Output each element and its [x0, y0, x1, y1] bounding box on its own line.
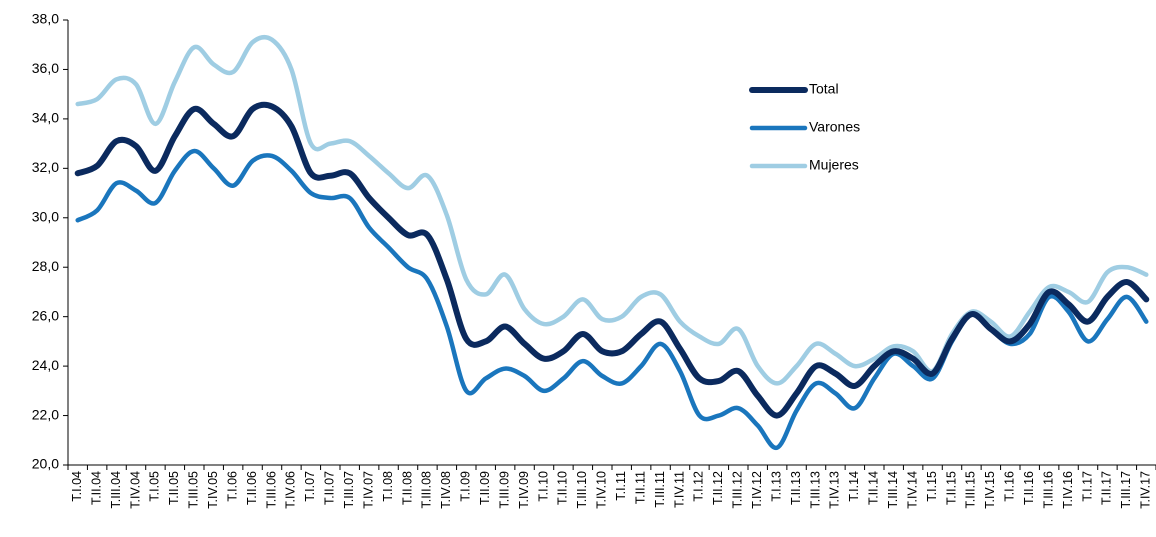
- x-tick-label: T.IV.04: [128, 471, 142, 509]
- x-tick-label: T.I.10: [536, 471, 550, 502]
- y-tick-label: 34,0: [32, 110, 59, 126]
- y-tick-label: 22,0: [32, 406, 59, 422]
- x-tick-label: T.IV.16: [1061, 471, 1075, 509]
- x-tick-label: T.I.15: [925, 471, 939, 502]
- x-tick-label: T.IV.06: [284, 471, 298, 509]
- series-line: [75, 34, 1149, 386]
- x-tick-label: T.III.17: [1119, 471, 1133, 509]
- x-tick-label: T.IV.10: [595, 471, 609, 509]
- x-tick-label: T.I.13: [769, 471, 783, 502]
- x-tick-label: T.III.10: [575, 471, 589, 509]
- y-tick-label: 26,0: [32, 307, 59, 323]
- series-line: [75, 148, 1149, 450]
- x-tick-label: T.II.04: [89, 471, 103, 505]
- x-tick-label: T.III.05: [187, 471, 201, 509]
- x-tick-label: T.IV.12: [750, 471, 764, 509]
- x-tick-label: T.I.06: [225, 471, 239, 502]
- y-tick-label: 38,0: [32, 11, 59, 27]
- legend-label: Mujeres: [809, 157, 859, 173]
- legend-label: Total: [809, 81, 839, 97]
- x-tick-label: T.I.14: [847, 471, 861, 502]
- x-tick-label: T.II.08: [400, 471, 414, 505]
- x-tick-label: T.III.07: [342, 471, 356, 509]
- x-tick-label: T.IV.17: [1139, 471, 1153, 509]
- y-tick-label: 28,0: [32, 258, 59, 274]
- series-line: [74, 101, 1150, 419]
- x-tick-label: T.I.17: [1080, 471, 1094, 502]
- x-tick-label: T.II.11: [633, 471, 647, 504]
- y-tick-label: 24,0: [32, 357, 59, 373]
- x-tick-label: T.III.09: [497, 471, 511, 509]
- x-tick-label: T.III.13: [808, 471, 822, 509]
- x-tick-label: T.II.12: [711, 471, 725, 505]
- x-tick-label: T.III.15: [964, 471, 978, 509]
- x-tick-label: T.II.05: [167, 471, 181, 505]
- x-tick-label: T.III.16: [1041, 471, 1055, 509]
- x-tick-label: T.II.06: [245, 471, 259, 505]
- x-tick-label: T.IV.14: [905, 471, 919, 509]
- y-tick-label: 20,0: [32, 456, 59, 472]
- x-tick-label: T.I.09: [459, 471, 473, 502]
- y-tick-label: 32,0: [32, 159, 59, 175]
- x-tick-label: T.III.06: [264, 471, 278, 509]
- x-tick-label: T.I.07: [303, 471, 317, 502]
- x-tick-label: T.III.12: [731, 471, 745, 509]
- x-tick-label: T.II.17: [1100, 471, 1114, 505]
- x-tick-label: T.II.13: [789, 471, 803, 505]
- x-tick-label: T.I.12: [692, 471, 706, 502]
- x-tick-label: T.II.09: [478, 471, 492, 505]
- x-tick-label: T.I.04: [70, 471, 84, 502]
- y-tick-label: 30,0: [32, 208, 59, 224]
- x-tick-label: T.I.11: [614, 471, 628, 501]
- x-tick-label: T.IV.07: [361, 471, 375, 509]
- x-tick-label: T.IV.09: [517, 471, 531, 509]
- x-tick-label: T.IV.15: [983, 471, 997, 509]
- x-tick-label: T.I.16: [1003, 471, 1017, 502]
- x-tick-label: T.I.08: [381, 471, 395, 502]
- y-tick-label: 36,0: [32, 60, 59, 76]
- x-tick-label: T.IV.11: [672, 471, 686, 508]
- x-tick-label: T.IV.08: [439, 471, 453, 509]
- x-tick-label: T.IV.05: [206, 471, 220, 509]
- legend-label: Varones: [809, 119, 860, 135]
- x-tick-label: T.III.14: [886, 471, 900, 509]
- x-tick-label: T.II.14: [867, 471, 881, 505]
- x-tick-label: T.IV.13: [828, 471, 842, 509]
- x-tick-label: T.II.16: [1022, 471, 1036, 505]
- x-tick-label: T.I.05: [148, 471, 162, 502]
- x-tick-label: T.III.11: [653, 471, 667, 508]
- x-tick-label: T.III.08: [420, 471, 434, 509]
- x-tick-label: T.III.04: [109, 471, 123, 509]
- x-tick-label: T.II.07: [323, 471, 337, 505]
- x-tick-label: T.II.10: [556, 471, 570, 505]
- x-tick-label: T.II.15: [944, 471, 958, 505]
